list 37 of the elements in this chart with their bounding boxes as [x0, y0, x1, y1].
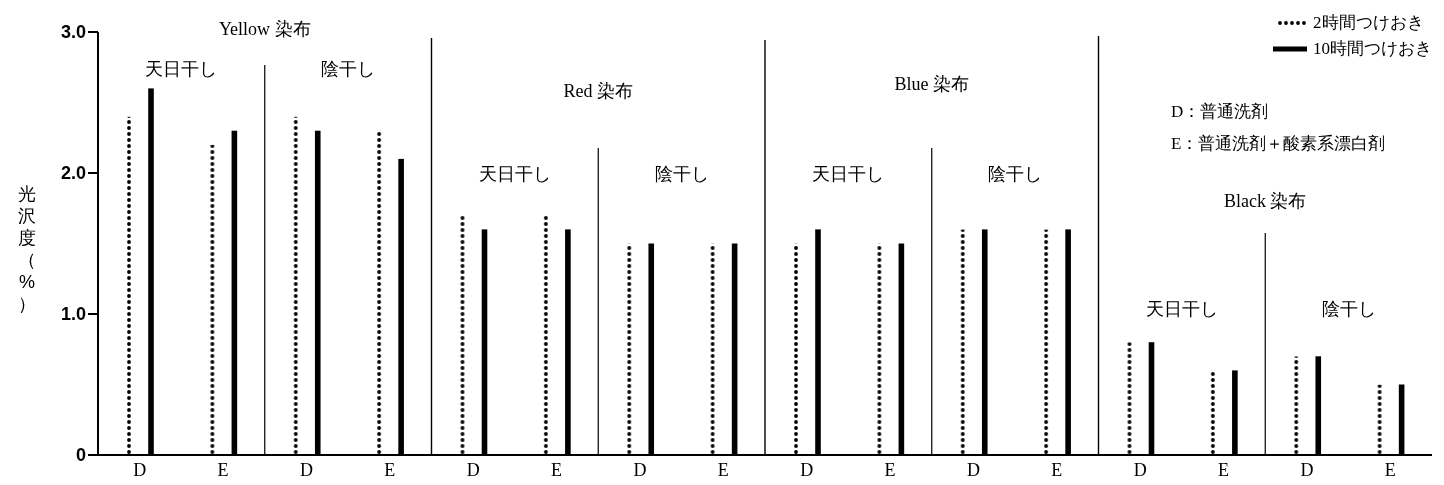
x-tick-label: E [551, 459, 563, 480]
annotation: Red 染布 [562, 80, 634, 103]
x-tick-label: D [1133, 459, 1147, 480]
annotation: E：普通洗剤＋酸素系漂白剤 [1171, 133, 1386, 155]
legend-label: 10時間つけおき [1313, 38, 1432, 60]
x-tick-label: D [133, 459, 147, 480]
legend-label: 2時間つけおき [1313, 12, 1424, 34]
annotation: 陰干し [987, 163, 1044, 186]
y-tick-label: 2.0 [60, 163, 86, 184]
x-tick-label: E [717, 459, 729, 480]
annotation: 天日干し [811, 163, 886, 186]
x-tick-label: D [633, 459, 647, 480]
annotation: 天日干し [1144, 298, 1219, 321]
y-tick-label: 0 [75, 445, 86, 466]
annotation: 陰干し [320, 58, 377, 81]
x-tick-label: D [466, 459, 480, 480]
x-tick-label: E [217, 459, 229, 480]
x-tick-label: E [1218, 459, 1230, 480]
x-tick-label: D [1300, 459, 1314, 480]
annotation: Yellow 染布 [217, 18, 312, 41]
x-tick-label: E [1384, 459, 1396, 480]
x-tick-label: D [966, 459, 980, 480]
annotation: Black 染布 [1223, 190, 1308, 213]
x-tick-label: D [800, 459, 814, 480]
annotation: 天日干し [144, 58, 219, 81]
annotation: Blue 染布 [893, 73, 970, 96]
annotation: 天日干し [477, 163, 552, 186]
x-tick-label: E [884, 459, 896, 480]
annotation: D：普通洗剤 [1171, 101, 1270, 123]
annotation: 陰干し [1320, 298, 1377, 321]
x-tick-label: E [1051, 459, 1063, 480]
x-tick-label: E [384, 459, 396, 480]
y-axis-title: 光沢度（%） [17, 183, 37, 315]
y-tick-label: 1.0 [60, 304, 86, 325]
x-tick-label: D [299, 459, 313, 480]
annotation: 陰干し [653, 163, 710, 186]
y-tick-label: 3.0 [60, 22, 86, 43]
